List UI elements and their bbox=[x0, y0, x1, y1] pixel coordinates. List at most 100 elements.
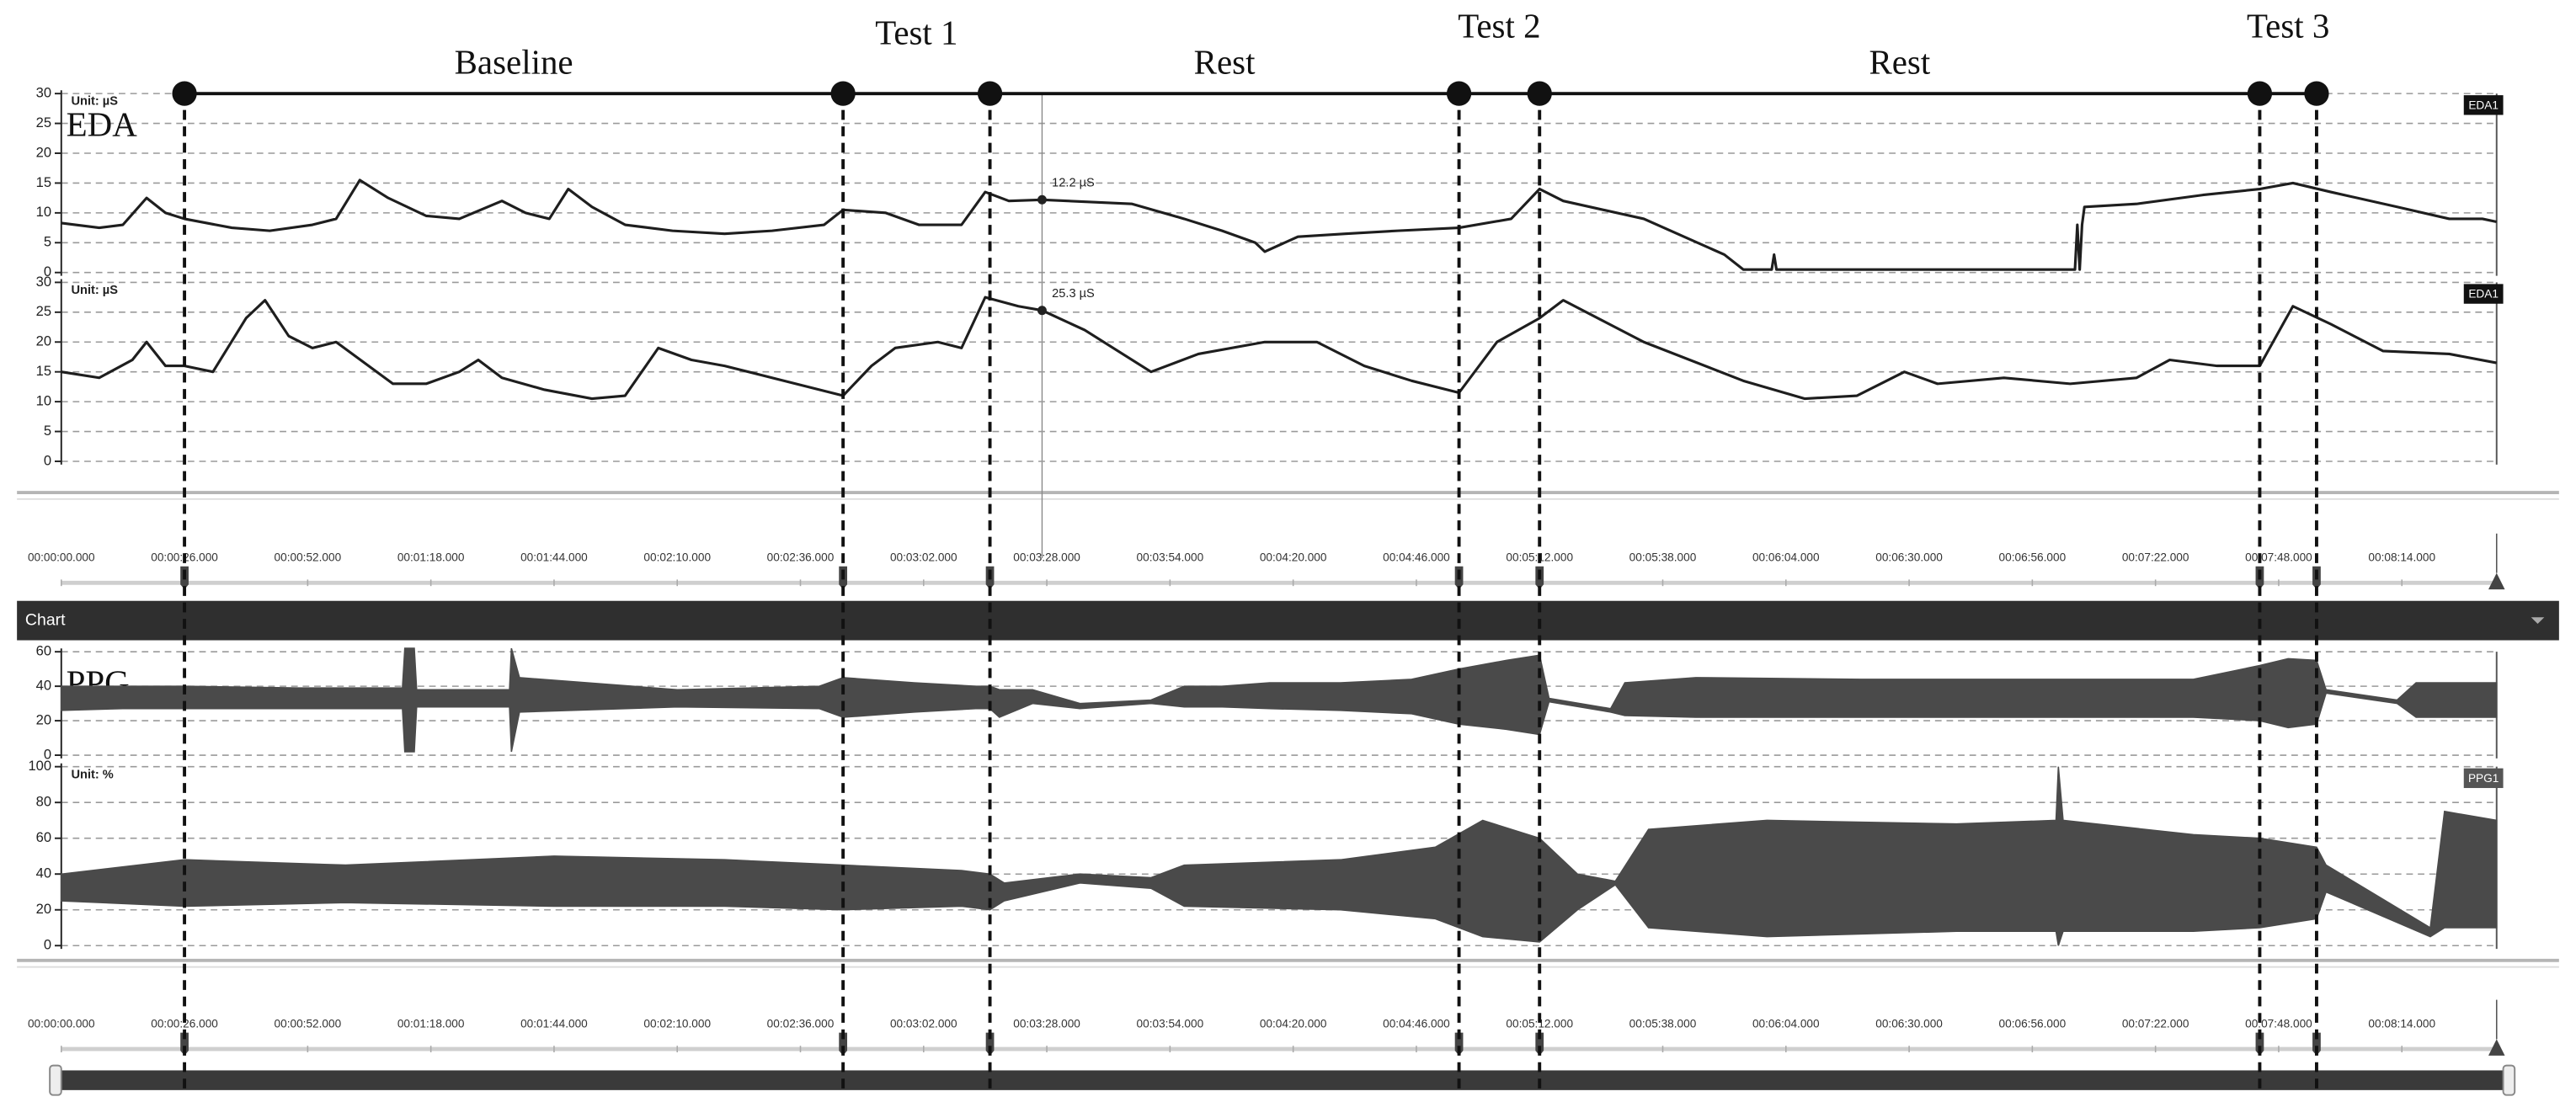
time-tick-label: 00:00:00.000 bbox=[28, 551, 95, 564]
time-tick-label: 00:06:56.000 bbox=[1999, 551, 2067, 564]
y-tick-label: 40 bbox=[36, 678, 51, 694]
y-tick-label: 30 bbox=[36, 274, 51, 290]
y-tick-label: 5 bbox=[44, 423, 51, 439]
event-marker bbox=[985, 1032, 995, 1056]
y-tick-label: 20 bbox=[36, 333, 51, 349]
channel-tag: EDA1 bbox=[2468, 288, 2499, 301]
time-tick-label: 00:01:18.000 bbox=[397, 551, 465, 564]
time-tick-label: 00:05:12.000 bbox=[1506, 1017, 1573, 1030]
event-marker bbox=[1535, 1032, 1544, 1056]
time-tick-label: 00:08:14.000 bbox=[2368, 1017, 2435, 1030]
y-tick-label: 10 bbox=[36, 204, 51, 220]
time-tick-label: 00:07:48.000 bbox=[2245, 551, 2312, 564]
y-tick-label: 15 bbox=[36, 174, 51, 190]
time-tick-label: 00:04:20.000 bbox=[1260, 551, 1327, 564]
time-tick-label: 00:06:56.000 bbox=[1999, 1017, 2067, 1030]
time-tick-label: 00:00:26.000 bbox=[151, 1017, 218, 1030]
chart-bar[interactable]: Chart bbox=[17, 600, 2559, 641]
phase-dot bbox=[172, 81, 197, 106]
signal-trace bbox=[61, 295, 2498, 401]
scrollbar-track bbox=[54, 1070, 2510, 1090]
time-tick-label: 00:02:36.000 bbox=[767, 1017, 835, 1030]
time-tick-label: 00:07:22.000 bbox=[2122, 1017, 2189, 1030]
time-tick-label: 00:06:30.000 bbox=[1875, 1017, 1943, 1030]
phase-dot bbox=[977, 81, 1003, 106]
y-tick-label: 5 bbox=[44, 234, 51, 250]
time-tick-label: 00:03:54.000 bbox=[1137, 1017, 1204, 1030]
time-tick-label: 00:03:54.000 bbox=[1137, 551, 1204, 564]
unit-label: Unit: µS bbox=[71, 95, 118, 109]
time-tick-label: 00:03:02.000 bbox=[890, 551, 957, 564]
phase-dot bbox=[830, 81, 856, 106]
time-tick-label: 00:01:44.000 bbox=[520, 551, 588, 564]
annotation-dot bbox=[1037, 306, 1047, 316]
y-tick-label: 25 bbox=[36, 303, 51, 319]
signal-trace bbox=[61, 178, 2498, 271]
y-tick-label: 0 bbox=[44, 937, 51, 953]
chart-bar-title: Chart bbox=[25, 610, 66, 629]
y-tick-label: 20 bbox=[36, 711, 51, 727]
time-tick-label: 00:03:28.000 bbox=[1013, 1017, 1080, 1030]
time-tick-label: 00:06:04.000 bbox=[1752, 551, 1820, 564]
unit-label: Unit: µS bbox=[71, 284, 118, 297]
y-tick-label: 0 bbox=[44, 264, 51, 280]
time-tick-label: 00:07:48.000 bbox=[2245, 1017, 2312, 1030]
y-tick-label: 40 bbox=[36, 865, 51, 881]
y-tick-label: 20 bbox=[36, 144, 51, 160]
scrollbar[interactable] bbox=[49, 1064, 2516, 1096]
panel-label: EDA bbox=[67, 105, 138, 143]
phase-label: Baseline bbox=[455, 43, 573, 81]
channel-tag-bg bbox=[2463, 768, 2504, 789]
time-tick-label: 00:00:52.000 bbox=[275, 551, 342, 564]
chart-bar-bg bbox=[17, 600, 2559, 641]
dropdown-icon[interactable] bbox=[2531, 617, 2545, 625]
time-tick-label: 00:02:10.000 bbox=[643, 551, 711, 564]
y-tick-label: 0 bbox=[44, 746, 51, 762]
phase-dot bbox=[2304, 81, 2329, 106]
unit-label: Unit: % bbox=[71, 768, 113, 781]
end-marker bbox=[2488, 1039, 2505, 1056]
y-tick-label: 80 bbox=[36, 794, 51, 810]
y-tick-label: 0 bbox=[44, 452, 51, 468]
y-tick-label: 60 bbox=[36, 829, 51, 845]
time-tick-label: 00:06:30.000 bbox=[1875, 551, 1943, 564]
time-tick-label: 00:03:02.000 bbox=[890, 1017, 957, 1030]
phase-label: Test 2 bbox=[1458, 7, 1540, 45]
y-tick-label: 25 bbox=[36, 114, 51, 130]
phase-label: Rest bbox=[1869, 43, 1930, 81]
phase-label: Rest bbox=[1194, 43, 1256, 81]
time-tick-label: 00:04:46.000 bbox=[1383, 1017, 1450, 1030]
y-tick-label: 10 bbox=[36, 392, 51, 408]
annotation-dot bbox=[1037, 194, 1047, 205]
y-tick-label: 15 bbox=[36, 363, 51, 379]
time-tick-label: 00:08:14.000 bbox=[2368, 551, 2435, 564]
time-tick-label: 00:07:22.000 bbox=[2122, 551, 2189, 564]
channel-tag: EDA1 bbox=[2468, 98, 2499, 111]
time-tick-label: 00:01:18.000 bbox=[397, 1017, 465, 1030]
channel-tag-bg bbox=[2463, 95, 2504, 115]
event-marker bbox=[2312, 1032, 2321, 1056]
phase-dot bbox=[2247, 81, 2273, 106]
phase-dot bbox=[1446, 81, 1472, 106]
annotation-label: 25.3 µS bbox=[1052, 287, 1095, 301]
scrollbar-handle[interactable] bbox=[49, 1064, 62, 1096]
time-tick-label: 00:00:00.000 bbox=[28, 1017, 95, 1030]
event-marker bbox=[1454, 1032, 1464, 1056]
end-marker bbox=[2488, 572, 2505, 590]
event-marker bbox=[839, 1032, 848, 1056]
time-tick-label: 00:05:38.000 bbox=[1629, 1017, 1697, 1030]
event-marker bbox=[2255, 1032, 2264, 1056]
time-tick-label: 00:03:28.000 bbox=[1013, 551, 1080, 564]
phase-label: Test 3 bbox=[2247, 7, 2329, 45]
event-marker bbox=[180, 1032, 189, 1056]
signal-band bbox=[61, 647, 2498, 753]
y-tick-label: 100 bbox=[28, 758, 51, 774]
scrollbar-handle[interactable] bbox=[2502, 1064, 2516, 1096]
time-tick-label: 00:06:04.000 bbox=[1752, 1017, 1820, 1030]
time-tick-label: 00:02:10.000 bbox=[643, 1017, 711, 1030]
phase-dot bbox=[1527, 81, 1552, 106]
annotation-label: 12.2 µS bbox=[1052, 177, 1095, 190]
time-tick-label: 00:05:38.000 bbox=[1629, 551, 1697, 564]
phase-label: Test 1 bbox=[875, 13, 957, 51]
